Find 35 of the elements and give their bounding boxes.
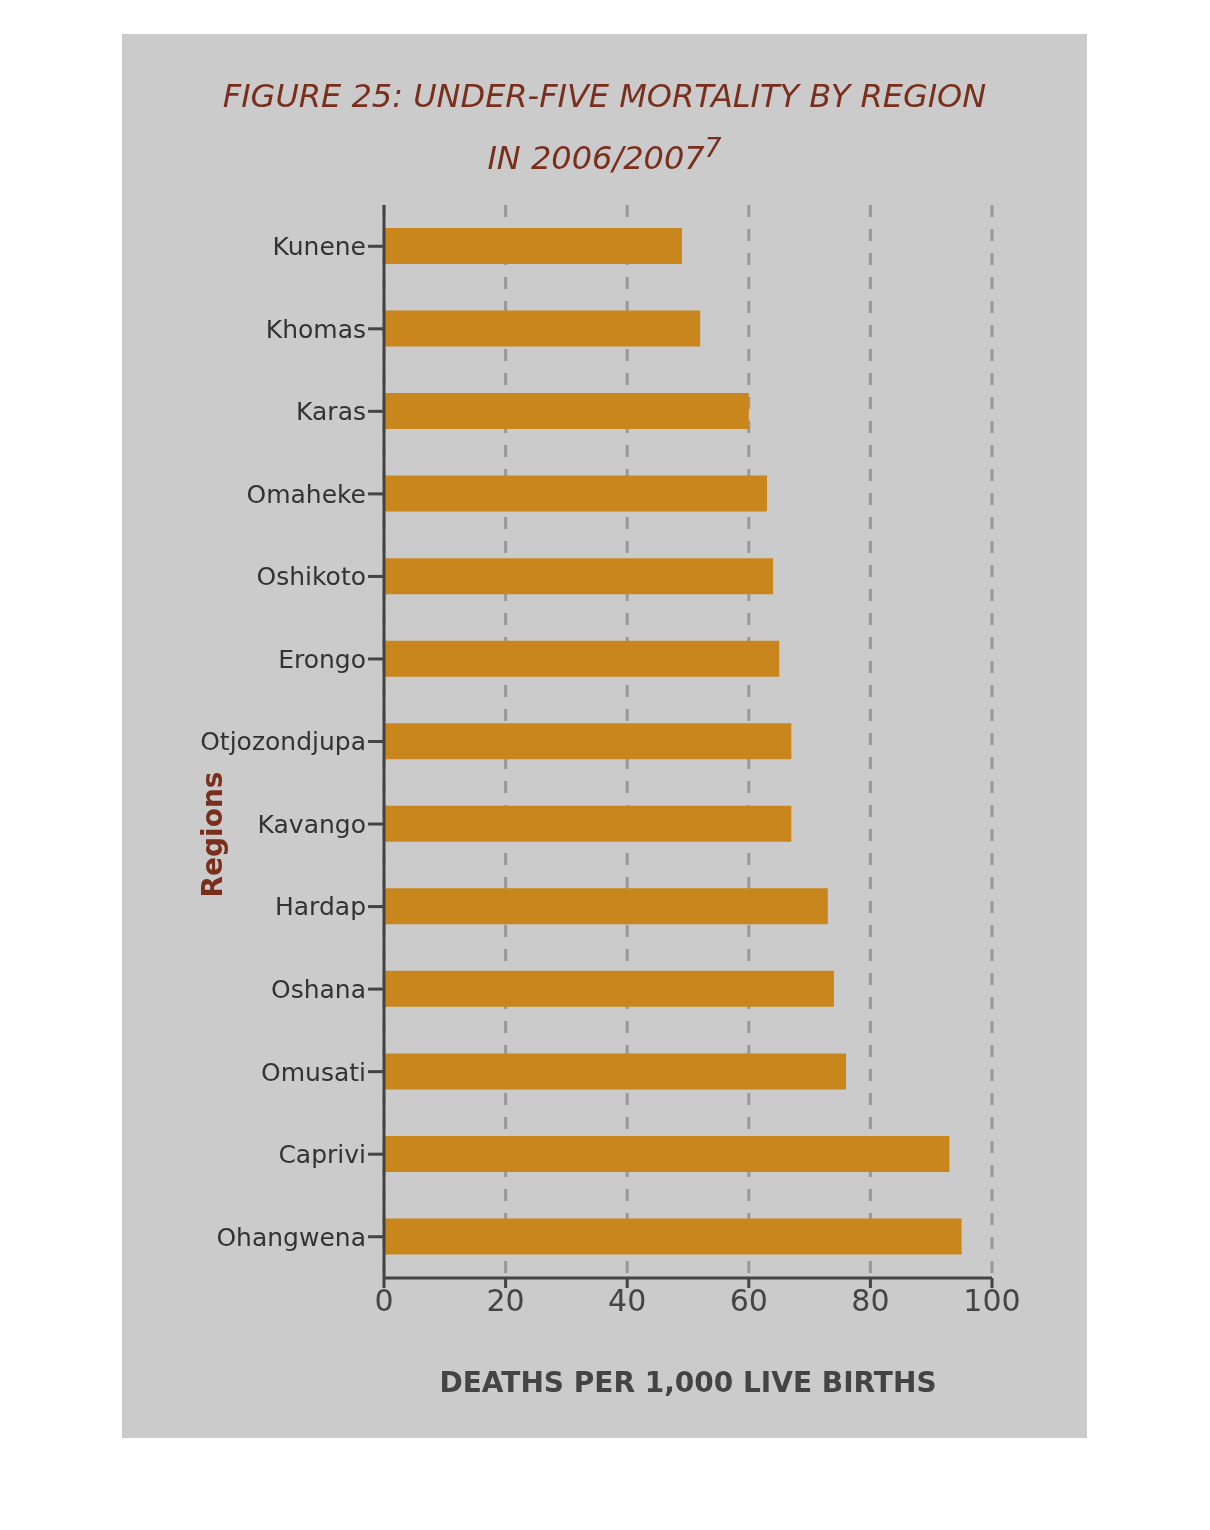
bar (384, 1135, 950, 1172)
chart-title: FIGURE 25: UNDER-FIVE MORTALITY BY REGION IN 2006/2007$^{7}$ (221, 76, 988, 179)
bar (384, 970, 834, 1007)
bar (384, 640, 780, 677)
x-tick-label: 0 (374, 1283, 394, 1319)
y-tick-label: Erongo (278, 644, 366, 674)
y-tick-label: Omaheke (246, 479, 366, 509)
bar (384, 228, 682, 264)
x-axis-title: DEATHS PER 1,000 LIVE BIRTHS (438, 1366, 938, 1399)
y-tick-label: Karas (296, 397, 366, 427)
x-tick-label: 60 (729, 1283, 768, 1319)
y-tick-label: Otjozondjupa (200, 727, 366, 757)
y-tick-label: Caprivi (278, 1140, 366, 1170)
y-tick-label: Kunene (272, 232, 366, 262)
bar (384, 888, 828, 925)
y-tick-label: Oshikoto (256, 562, 366, 592)
bar (384, 558, 774, 595)
y-axis-title: Regions (195, 770, 229, 898)
y-tick-label: Oshana (270, 974, 366, 1004)
bar (384, 393, 749, 430)
bar (384, 805, 792, 842)
x-tick-label: 80 (851, 1283, 890, 1319)
x-tick-label: 100 (963, 1283, 1021, 1319)
bar (384, 475, 768, 512)
bar (384, 1218, 962, 1255)
y-tick-label: Hardap (274, 892, 366, 922)
bar (384, 1053, 847, 1090)
x-tick-label: 20 (486, 1283, 525, 1319)
bar (384, 310, 701, 347)
x-tick-label: 40 (608, 1283, 647, 1319)
y-tick-label: Ohangwena (216, 1222, 366, 1252)
y-tick-label: Omusati (261, 1057, 366, 1087)
y-tick-label: Khomas (265, 314, 366, 344)
y-tick-label: Kavango (257, 809, 366, 839)
bar (384, 723, 792, 760)
